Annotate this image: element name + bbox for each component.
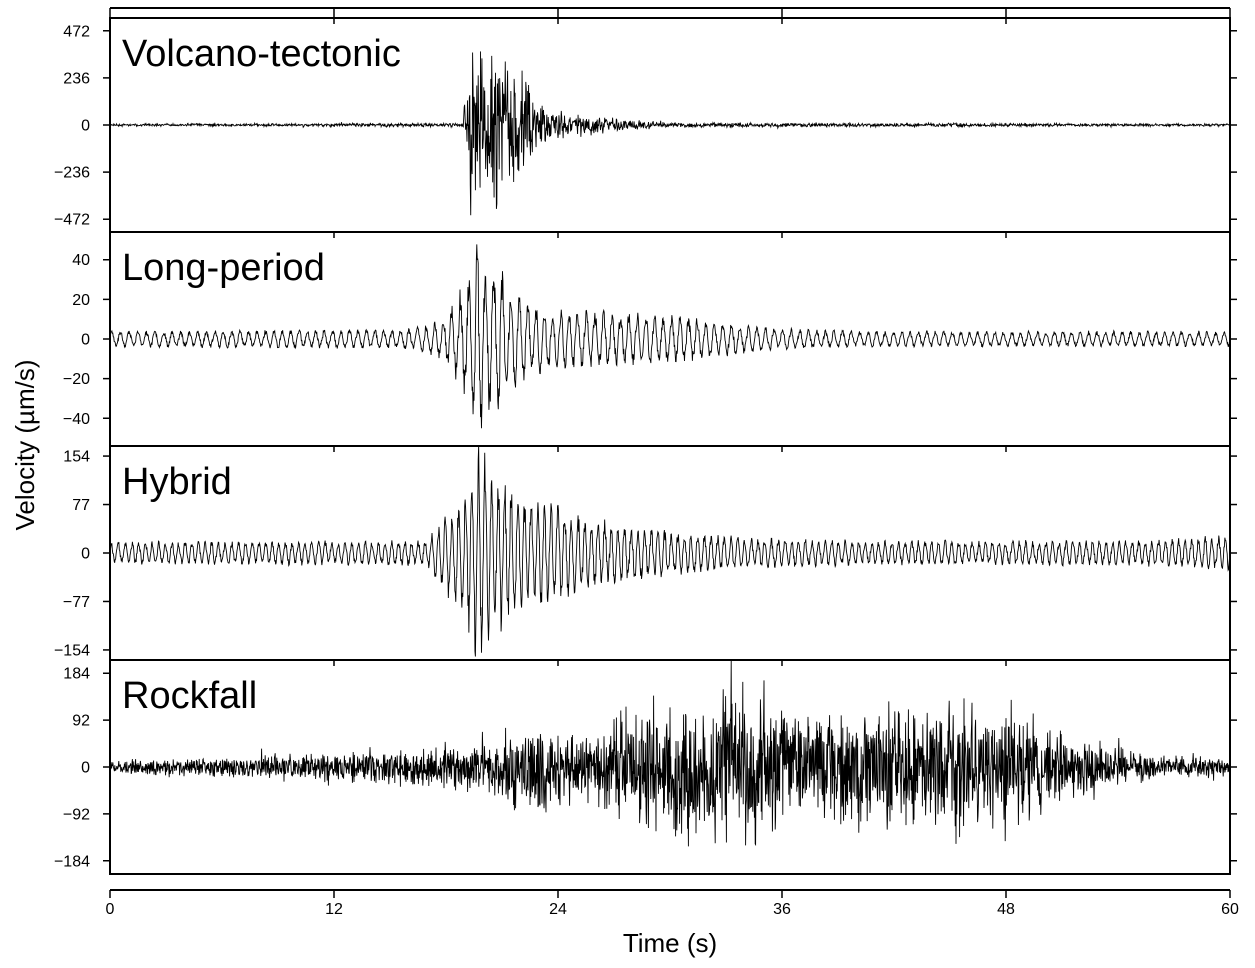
- y-tick-label: −20: [63, 371, 90, 388]
- x-tick-label: 12: [325, 901, 343, 918]
- y-axis-title: Velocity (µm/s): [10, 359, 40, 530]
- y-tick-label: 0: [81, 118, 90, 135]
- y-tick-label: 0: [81, 546, 90, 563]
- panel-0: 472 236 0 −236 −472 Volcano-tectonic: [54, 17, 1237, 233]
- x-tick-label: 24: [549, 901, 567, 918]
- y-tick-label: −472: [54, 212, 90, 229]
- y-tick-label: 0: [81, 760, 90, 777]
- y-tick-label: 77: [72, 497, 90, 514]
- x-tick-label: 60: [1221, 901, 1239, 918]
- y-tick-label: −77: [63, 594, 90, 611]
- y-tick-label: −236: [54, 165, 90, 182]
- waveform-series: [109, 659, 1231, 847]
- panel-label: Volcano-tectonic: [122, 33, 401, 75]
- panel-1: 40 20 0 −20 −40 Long-period: [63, 231, 1237, 447]
- y-tick-label: 20: [72, 292, 90, 309]
- x-tick-label: 36: [773, 901, 791, 918]
- y-tick-label: 472: [63, 23, 90, 40]
- y-tick-label: −154: [54, 642, 90, 659]
- x-axis-title: Time (s): [623, 928, 717, 958]
- panel-label: Rockfall: [122, 675, 257, 717]
- panel-3: 184 92 0 −92 −184 Rockfall: [54, 659, 1237, 875]
- y-tick-label: 0: [81, 332, 90, 349]
- panel-2: 154 77 0 −77 −154 Hybrid: [54, 445, 1237, 661]
- panels: 472 236 0 −236 −472 Volcano-tectonic 40 20 0 −20 −…: [54, 17, 1237, 875]
- y-tick-label: 184: [63, 666, 90, 683]
- waveform-series: [109, 244, 1231, 429]
- x-tick-label: 48: [997, 901, 1015, 918]
- x-axis: 0 12 24 36 48 60: [106, 7, 1239, 918]
- y-tick-label: 154: [63, 449, 90, 466]
- x-tick-label: 0: [106, 901, 115, 918]
- y-tick-label: −40: [63, 411, 90, 428]
- panel-label: Hybrid: [122, 461, 232, 503]
- y-tick-label: 236: [63, 70, 90, 87]
- y-tick-label: −92: [63, 806, 90, 823]
- panel-label: Long-period: [122, 247, 325, 289]
- y-tick-label: −184: [54, 853, 90, 870]
- y-tick-label: 92: [72, 713, 90, 730]
- waveform-series: [109, 51, 1231, 216]
- y-tick-label: 40: [72, 252, 90, 269]
- waveform-series: [109, 445, 1231, 657]
